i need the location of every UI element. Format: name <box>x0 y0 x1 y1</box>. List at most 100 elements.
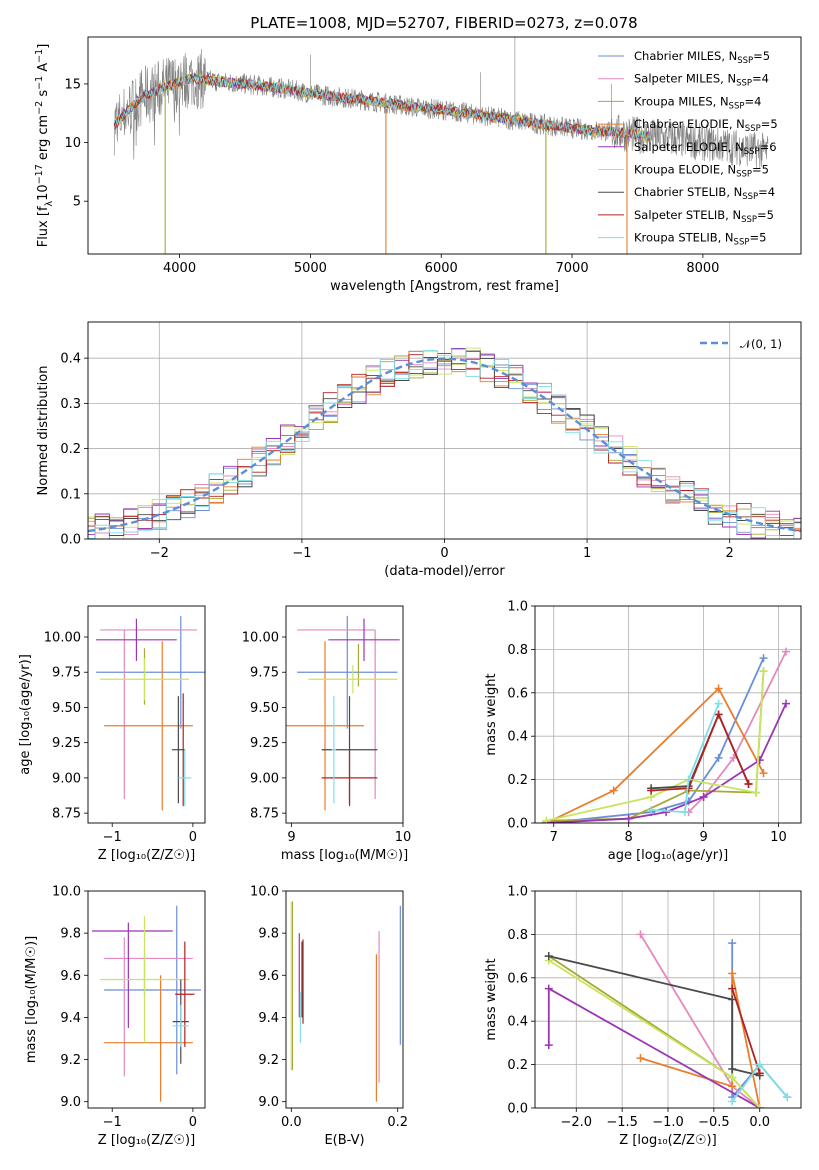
y-tick-label: 0.4 <box>507 1015 528 1030</box>
legend-entry: Salpeter STELIB, NSSP=5 <box>634 208 774 225</box>
y-tick-label: 0.2 <box>507 1058 528 1073</box>
legend-tail: =6 <box>760 140 777 154</box>
x-axis-label: wavelength [Angstrom, rest frame] <box>330 279 559 294</box>
x-tick-label: 8 <box>625 830 633 845</box>
mass-weight-marker <box>728 1097 737 1106</box>
y-label-part: ] <box>36 44 51 49</box>
y-tick-label: 0.8 <box>507 643 528 658</box>
y-label-part: Flux [f <box>36 206 51 247</box>
y-tick-label: 5 <box>73 195 81 210</box>
panel-age-vs-Z: −1 0 8.75 9.00 9.25 9.50 9.75 10.00 Z [log₁₀(Z/Z… <box>18 605 206 863</box>
legend-sub: SSP <box>736 170 752 180</box>
x-axis-label: Z [log₁₀(Z/Z☉)] <box>98 1133 195 1148</box>
y-axis-label: Normed distribution <box>36 366 51 496</box>
legend-label: Chabrier STELIB, N <box>634 185 742 199</box>
y-tick-label: 9.8 <box>258 927 279 942</box>
mass-weight-marker <box>714 753 723 762</box>
axes-frame <box>87 321 802 540</box>
plot-area <box>535 891 801 1108</box>
plot-area <box>535 606 801 823</box>
legend-sub: SSP <box>744 147 760 157</box>
mass-weight-marker <box>714 684 723 693</box>
panel-mass-vs-EBV: 0.0 0.2 9.0 9.2 9.4 9.6 9.8 10.0 E(B-V) <box>250 885 408 1149</box>
mass-weight-marker <box>752 788 761 797</box>
x-tick-label: −1.0 <box>652 1115 684 1130</box>
y-axis-label: age [log₁₀(age/yr)] <box>18 654 33 775</box>
mass-weight-marker <box>755 1104 764 1108</box>
mass-weight-marker <box>636 1054 645 1063</box>
y-label-part: s <box>36 90 51 101</box>
legend-entry: Kroupa MILES, NSSP=4 <box>634 94 761 111</box>
mass-weight-marker <box>609 786 618 795</box>
y-tick-label: 10.00 <box>242 631 279 646</box>
legend-sub: SSP <box>734 238 750 248</box>
y-tick-label: 9.4 <box>258 1011 279 1026</box>
mass-weight-marker <box>544 952 553 961</box>
legend-label: Kroupa MILES, N <box>634 94 729 108</box>
y-tick-label: 8.75 <box>250 807 279 822</box>
legend-entry: Chabrier ELODIE, NSSP=5 <box>634 117 778 134</box>
y-tick-label: 9.50 <box>52 701 81 716</box>
x-axis-label: (data-model)/error <box>384 564 505 579</box>
panel-massweight-vs-age: 7 8 9 10 0.0 0.2 0.4 0.6 0.8 1.0 age [log₁₀(age/yr… <box>484 600 802 863</box>
legend-label: Chabrier MILES, N <box>634 49 737 63</box>
mass-weight-line <box>545 687 765 823</box>
y-tick-label: 9.25 <box>52 736 81 751</box>
x-tick-label: 0 <box>189 830 197 845</box>
mass-weight-marker <box>624 814 633 823</box>
legend-label: Salpeter ELODIE, N <box>634 140 744 154</box>
y-axis-label: mass weight <box>484 958 499 1040</box>
y-tick-label: 0.0 <box>60 533 81 548</box>
mass-weight-line <box>687 651 787 813</box>
y-label-part: −1 <box>34 76 45 90</box>
mass-weight-marker <box>728 984 737 993</box>
y-label-part: −17 <box>34 164 45 184</box>
panel-mass-vs-Z: −1 0 9.0 9.2 9.4 9.6 9.8 10.0 Z [log₁₀(Z/Z☉)] mas… <box>24 885 206 1148</box>
y-tick-label: 1.0 <box>507 885 528 900</box>
mass-weight-marker <box>728 939 737 948</box>
mass-weight-marker <box>783 1093 792 1102</box>
y-tick-label: 10.0 <box>52 885 81 900</box>
mass-weight-marker <box>759 769 768 778</box>
x-axis-label: age [log₁₀(age/yr)] <box>608 848 729 863</box>
mass-weight-marker <box>647 805 656 814</box>
y-tick-label: 9.00 <box>250 771 279 786</box>
legend-entry: Kroupa STELIB, NSSP=5 <box>634 231 766 248</box>
residual-histogram <box>88 352 801 536</box>
x-tick-label: 1 <box>583 546 591 561</box>
y-tick-label: 9.6 <box>60 969 81 984</box>
y-tick-label: 9.75 <box>52 666 81 681</box>
y-tick-label: 9.2 <box>60 1053 81 1068</box>
y-tick-label: 0.0 <box>507 1102 528 1117</box>
axes-frame <box>87 605 206 824</box>
panel-age-vs-mass: 9 10 8.75 9.00 9.25 9.50 9.75 10.00 mass [log₁₀(… <box>242 605 411 863</box>
x-tick-label: 7000 <box>556 261 589 276</box>
legend-sub: SSP <box>741 215 757 225</box>
plot-area <box>286 615 400 811</box>
mass-weight-marker <box>714 699 723 708</box>
mass-weight-line <box>546 703 787 823</box>
mass-weight-marker <box>544 1041 553 1050</box>
x-tick-label: −2 <box>150 546 169 561</box>
mass-weight-marker <box>728 1064 737 1073</box>
mass-weight-marker <box>782 699 791 708</box>
mass-weight-marker <box>728 1073 737 1082</box>
x-tick-label: −1 <box>103 1115 122 1130</box>
residual-histogram <box>88 350 801 539</box>
mass-weight-marker <box>636 930 645 939</box>
figure-title: PLATE=1008, MJD=52707, FIBERID=0273, z=0… <box>250 14 637 32</box>
legend-sub: SSP <box>742 192 758 202</box>
mass-weight-marker <box>544 984 553 993</box>
x-tick-label: 6000 <box>425 261 458 276</box>
mass-weight-marker <box>755 1060 764 1069</box>
mass-weight-marker <box>728 1082 737 1091</box>
axes-frame <box>87 36 802 255</box>
y-tick-label: 9.0 <box>258 1095 279 1110</box>
axes-frame <box>285 890 404 1109</box>
mass-weight-marker <box>684 775 693 784</box>
model-spectrum <box>113 74 651 142</box>
y-tick-label: 9.4 <box>60 1011 81 1026</box>
panel-spectrum: 4000 5000 6000 7000 8000 5 10 15 wavelength [Ang… <box>34 36 802 294</box>
residual-histogram <box>88 354 801 535</box>
